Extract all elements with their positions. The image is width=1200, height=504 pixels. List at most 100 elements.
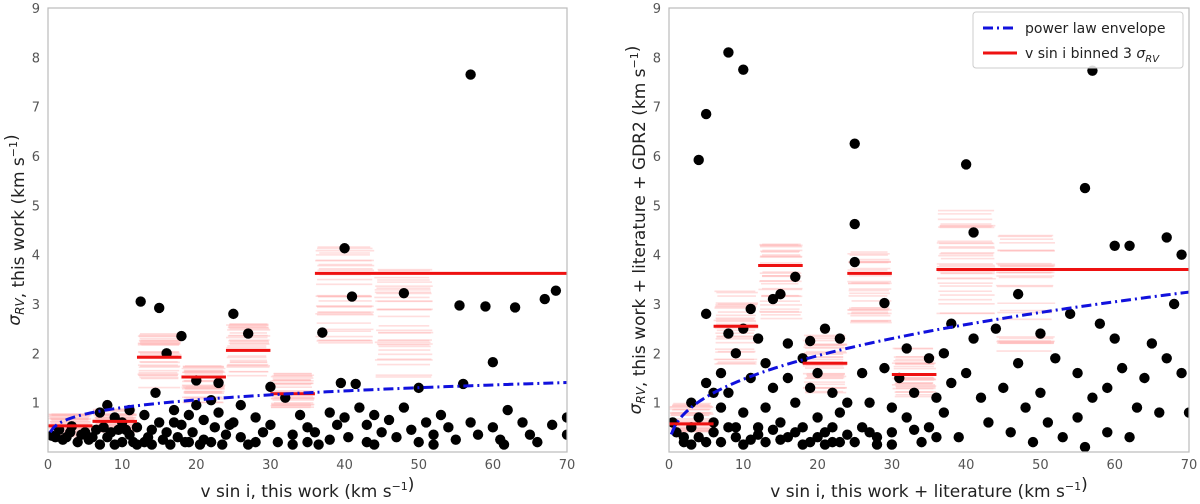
y-tick-label: 6	[653, 150, 661, 165]
scatter-point	[968, 333, 979, 344]
y-tick-label: 2	[653, 347, 661, 362]
scatter-point	[908, 424, 920, 435]
scatter-point	[346, 291, 358, 302]
scatter-point	[354, 402, 365, 413]
scatter-point	[931, 432, 942, 443]
plot-area	[669, 47, 1189, 452]
scatter-point	[1183, 407, 1189, 418]
scatter-point	[242, 439, 254, 450]
legend-label: power law envelope	[1025, 21, 1165, 37]
envelope-line	[49, 381, 567, 434]
scatter-point	[1012, 288, 1024, 300]
y-tick-label: 5	[653, 199, 661, 214]
scatter-point	[517, 417, 528, 428]
scatter-point	[1079, 441, 1091, 452]
scatter-point	[938, 407, 950, 418]
scatter-point	[157, 434, 169, 445]
scatter-point	[335, 377, 347, 389]
scatter-point	[1102, 427, 1113, 438]
scatter-point	[413, 436, 424, 448]
scatter-point	[235, 432, 246, 443]
scatter-point	[715, 367, 727, 379]
scatter-point	[465, 417, 476, 428]
scatter-point	[1020, 402, 1031, 413]
scatter-point	[693, 432, 704, 443]
scatter-point	[819, 439, 831, 450]
scatter-point	[57, 434, 69, 445]
scatter-point	[420, 417, 432, 428]
scatter-point	[953, 432, 964, 443]
scatter-point	[797, 422, 808, 433]
scatter-point	[700, 108, 712, 120]
scatter-point	[1057, 432, 1068, 443]
scatter-point	[901, 343, 912, 354]
scatter-point	[480, 301, 491, 312]
plot-area	[48, 69, 567, 450]
scatter-point	[946, 377, 957, 389]
scatter-point	[923, 353, 935, 364]
scatter-point	[324, 407, 335, 418]
scatter-point	[302, 422, 313, 433]
scatter-point	[458, 378, 469, 390]
scatter-point	[1042, 417, 1054, 428]
y-tick-label: 9	[653, 2, 661, 17]
scatter-point	[1035, 387, 1046, 398]
scatter-point	[738, 407, 749, 418]
scatter-point	[242, 328, 254, 339]
scatter-point	[782, 432, 794, 443]
scatter-point	[856, 422, 868, 433]
x-axis-label: v sin i, this work (km s−1)	[201, 475, 415, 502]
scatter-point	[1094, 318, 1106, 329]
scatter-point	[398, 287, 410, 299]
scatter-point	[131, 422, 143, 433]
scatter-point	[886, 427, 898, 438]
scatter-point	[187, 427, 198, 438]
scatter-point	[287, 439, 298, 450]
y-tick-label: 1	[653, 397, 661, 412]
x-tick-label: 0	[44, 458, 52, 473]
scatter-point	[76, 429, 87, 440]
scatter-point	[509, 302, 521, 313]
scatter-point	[183, 409, 195, 421]
scatter-point	[738, 64, 749, 75]
scatter-point	[1064, 308, 1076, 320]
scatter-point	[250, 412, 261, 423]
scatter-point	[686, 397, 697, 408]
scatter-point	[428, 429, 439, 440]
scatter-point	[272, 436, 284, 448]
scatter-point	[760, 358, 771, 369]
scatter-point	[369, 439, 380, 450]
x-tick-label: 30	[262, 458, 279, 473]
y-tick-label: 1	[32, 397, 40, 412]
scatter-point	[879, 297, 890, 309]
y-axis-label: σRV, this work (km s−1)	[2, 134, 29, 325]
scatter-point	[1012, 358, 1024, 369]
x-tick-label: 10	[735, 458, 752, 473]
scatter-point	[498, 439, 510, 450]
scatter-point	[842, 397, 853, 408]
scatter-point	[998, 382, 1009, 394]
scatter-point	[294, 409, 306, 421]
scatter-point	[94, 439, 106, 450]
scatter-point	[146, 439, 157, 450]
scatter-point	[856, 367, 868, 379]
scatter-point	[287, 429, 298, 440]
scatter-point	[369, 409, 380, 421]
scatter-point	[1161, 232, 1172, 243]
scatter-point	[790, 397, 801, 408]
x-tick-label: 60	[1106, 458, 1123, 473]
scatter-point	[700, 308, 712, 320]
scatter-point	[790, 427, 801, 438]
scatter-point	[90, 424, 102, 435]
scatter-point	[198, 414, 209, 426]
scatter-point	[561, 412, 567, 423]
scatter-point	[708, 427, 719, 438]
legend-box	[972, 11, 1184, 69]
scatter-point	[849, 218, 860, 230]
scatter-point	[176, 330, 187, 342]
scatter-point	[83, 434, 94, 445]
x-tick-label: 40	[336, 458, 353, 473]
scatter-point	[302, 436, 313, 448]
y-tick-label: 8	[32, 51, 40, 66]
